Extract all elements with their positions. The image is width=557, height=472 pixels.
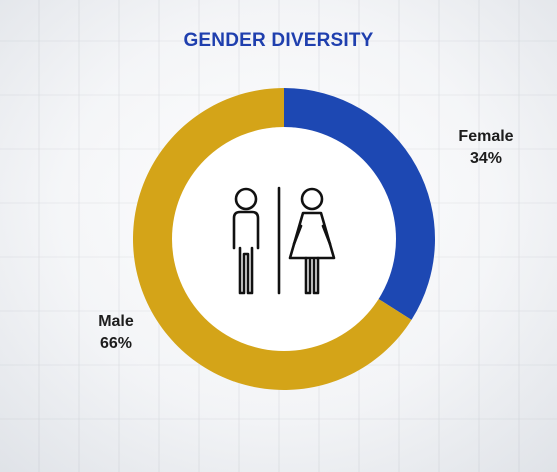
donut-hole: [172, 127, 396, 351]
label-male-value: 66%: [99, 335, 133, 352]
chart-title: GENDER DIVERSITY: [183, 30, 374, 51]
label-male: Male 66%: [88, 311, 144, 355]
label-male-name: Male: [98, 313, 134, 330]
label-female: Female 34%: [448, 126, 524, 170]
label-female-value: 34%: [469, 150, 503, 167]
label-female-name: Female: [458, 128, 514, 145]
restroom-icon: [232, 186, 336, 295]
